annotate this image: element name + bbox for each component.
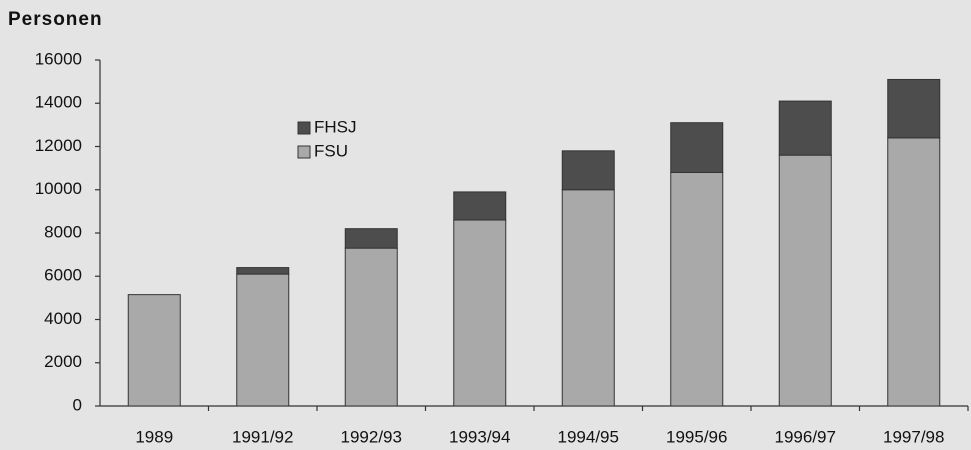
bar-segment	[344, 247, 398, 407]
y-tick-label: 12000	[35, 136, 82, 155]
y-tick-label: 16000	[35, 49, 82, 68]
x-tick-label: 1997/98	[883, 427, 944, 446]
bar-segment	[887, 78, 941, 139]
y-tick-label: 10000	[35, 179, 82, 198]
y-tick-label: 14000	[35, 93, 82, 112]
bar-segment	[778, 154, 832, 407]
y-tick-label: 2000	[44, 352, 82, 371]
bar-segment	[236, 273, 290, 407]
bar-segment	[236, 267, 290, 275]
x-tick-label: 1996/97	[775, 427, 836, 446]
chart-title: Personen	[8, 9, 103, 30]
x-tick-label: 1994/95	[558, 427, 619, 446]
x-tick-label: 1993/94	[449, 427, 510, 446]
bar-segment	[453, 191, 507, 221]
y-tick-label: 0	[73, 395, 82, 414]
legend-label: FSU	[314, 141, 348, 160]
bar-segment	[778, 100, 832, 156]
legend-label: FHSJ	[314, 117, 357, 136]
legend-swatch	[297, 145, 311, 159]
bar-segment	[561, 150, 615, 191]
x-tick-label: 1991/92	[232, 427, 293, 446]
y-tick-label: 8000	[44, 222, 82, 241]
bar-segment	[453, 219, 507, 407]
y-tick-label: 4000	[44, 309, 82, 328]
bar-segment	[344, 228, 398, 249]
x-tick-label: 1995/96	[666, 427, 727, 446]
bar-segment	[127, 294, 181, 407]
bar-segment	[561, 189, 615, 407]
bar-segment	[670, 171, 724, 407]
x-tick-label: 1992/93	[341, 427, 402, 446]
legend-swatch	[297, 121, 311, 135]
bar-segment	[887, 137, 941, 407]
x-tick-label: 1989	[135, 427, 173, 446]
y-tick-label: 6000	[44, 266, 82, 285]
bar-segment	[670, 122, 724, 173]
